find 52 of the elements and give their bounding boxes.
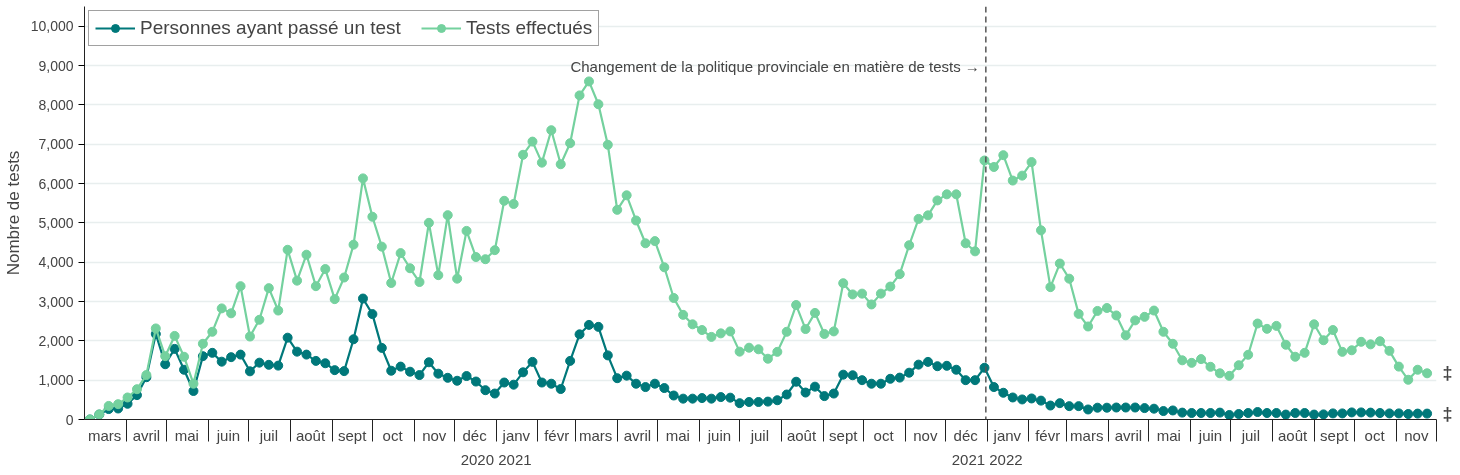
x-tick-label: mai bbox=[665, 426, 690, 444]
x-tick-label: juin bbox=[1197, 426, 1223, 444]
x-tick-label: sept bbox=[1320, 426, 1350, 444]
y-axis-title: Nombre de tests bbox=[3, 150, 23, 276]
x-tick-label: juin bbox=[215, 426, 241, 444]
x-tick-label: août bbox=[295, 426, 326, 444]
ref-line-label: Changement de la politique provinciale en matière de tests → bbox=[570, 57, 980, 75]
x-tick-label: avril bbox=[623, 426, 652, 444]
x-tick-label: avril bbox=[1114, 426, 1143, 444]
x-tick-label: mars bbox=[1070, 426, 1104, 444]
x-tick-label: déc bbox=[953, 426, 979, 444]
x-tick-label: mars bbox=[88, 426, 122, 444]
legend-label: Tests effectués bbox=[465, 17, 593, 39]
y-tick-label: 5,000 bbox=[38, 214, 74, 231]
text: 2021 2022 bbox=[951, 450, 1023, 468]
x-tick-label: mai bbox=[174, 426, 199, 444]
x-tick-label: nov bbox=[422, 426, 447, 444]
y-tick-label: 10,000 bbox=[30, 18, 74, 35]
x-tick-label: déc bbox=[462, 426, 488, 444]
y-tick-label: 2,000 bbox=[38, 332, 74, 349]
text: ‡ bbox=[1442, 363, 1453, 384]
y-tick-label: 4,000 bbox=[38, 254, 74, 271]
y-tick-label: 8,000 bbox=[38, 96, 74, 113]
x-tick-label: avril bbox=[132, 426, 161, 444]
x-tick-label: févr bbox=[544, 426, 570, 444]
x-tick-label: oct bbox=[1364, 426, 1386, 444]
text: ‡ bbox=[1442, 403, 1453, 424]
x-tick-label: août bbox=[1277, 426, 1308, 444]
x-tick-label: févr bbox=[1035, 426, 1061, 444]
x-tick-label: sept bbox=[829, 426, 859, 444]
x-tick-label: nov bbox=[1404, 426, 1429, 444]
x-tick-label: août bbox=[786, 426, 817, 444]
x-tick-label: juil bbox=[1240, 426, 1261, 444]
x-tick-label: nov bbox=[913, 426, 938, 444]
y-tick-label: 7,000 bbox=[38, 136, 74, 153]
y-tick-label: 3,000 bbox=[38, 293, 74, 310]
x-tick-label: janv bbox=[501, 426, 531, 444]
x-tick-label: juil bbox=[258, 426, 278, 444]
x-tick-label: mars bbox=[579, 426, 613, 444]
legend-label: Personnes ayant passé un test bbox=[140, 17, 401, 39]
x-tick-label: juin bbox=[706, 426, 732, 444]
x-tick-label: oct bbox=[382, 426, 404, 444]
y-tick-label: 6,000 bbox=[38, 175, 74, 192]
y-tick-label: 0 bbox=[65, 411, 74, 428]
x-tick-label: oct bbox=[873, 426, 895, 444]
x-tick-label: mai bbox=[1156, 426, 1181, 444]
x-tick-label: janv bbox=[992, 426, 1022, 444]
x-tick-label: sept bbox=[338, 426, 368, 444]
text: 2020 2021 bbox=[460, 450, 532, 468]
y-tick-label: 9,000 bbox=[38, 57, 74, 74]
y-tick-label: 1,000 bbox=[38, 372, 74, 389]
x-tick-label: juil bbox=[749, 426, 769, 444]
